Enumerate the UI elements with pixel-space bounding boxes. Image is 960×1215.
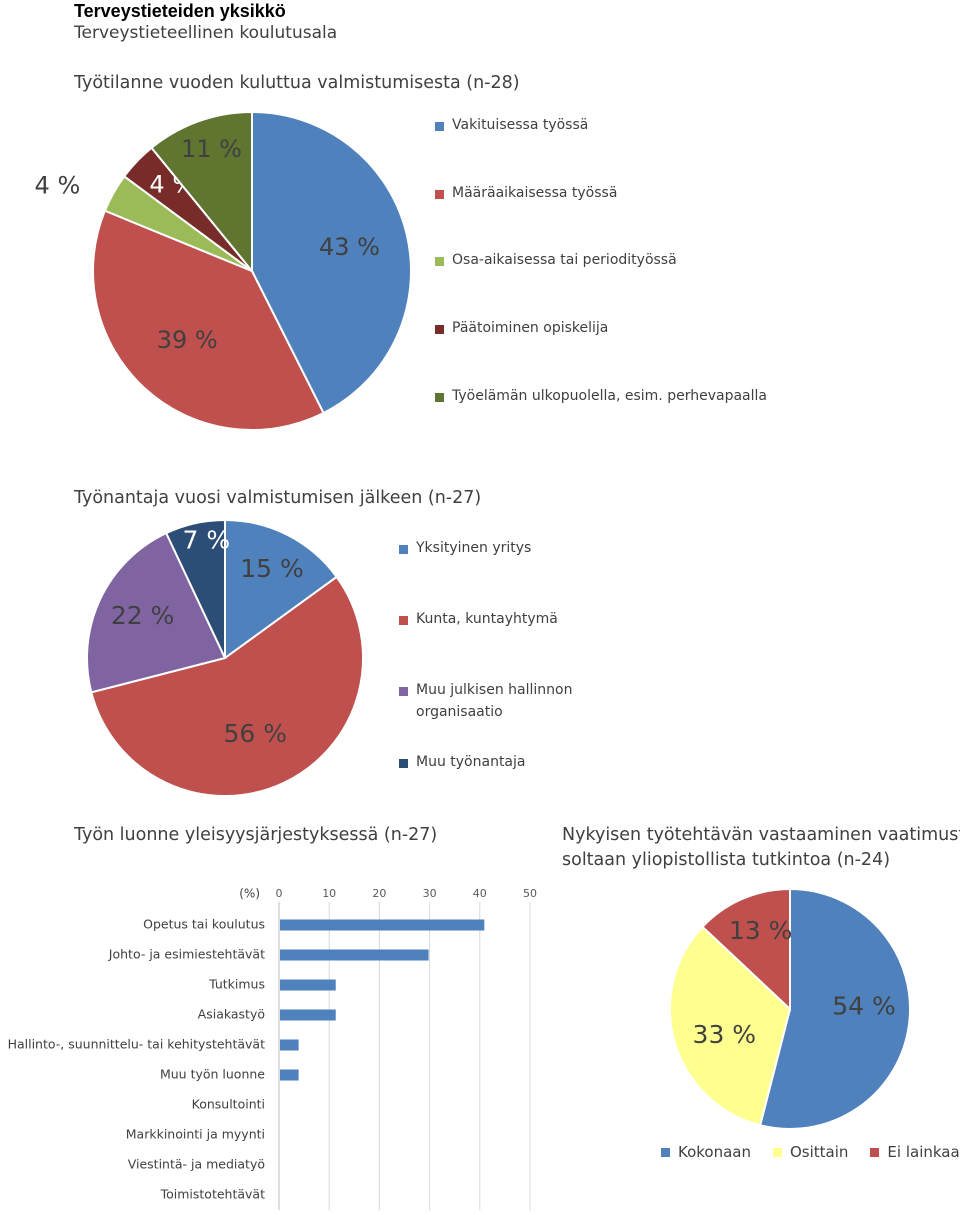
chart4-legend: Kokonaan Osittain Ei lainkaan <box>661 1143 960 1161</box>
x-tick-label: 0 <box>276 887 283 900</box>
page-subtitle: Terveystieteellinen koulutusala <box>74 23 338 43</box>
pie-chart-degree-match: 54 % 33 % 13 % <box>669 887 911 1130</box>
chart4-title-line-2: soltaan yliopistollista tutkintoa (n-24) <box>562 850 891 870</box>
legend-label: Ei lainkaan <box>887 1143 960 1161</box>
bar <box>280 919 485 931</box>
data-label: 4 % <box>35 172 81 200</box>
legend-item: Päätoiminen opiskelija <box>435 320 608 339</box>
legend-label: Kokonaan <box>678 1143 751 1161</box>
x-tick-label: 10 <box>322 887 336 900</box>
legend-item: Osittain <box>773 1143 848 1161</box>
data-label: 39 % <box>157 326 218 354</box>
pie-slice <box>164 518 226 659</box>
data-label: 13 % <box>729 916 793 945</box>
pie-slice <box>669 925 792 1127</box>
legend-swatch <box>435 325 444 334</box>
legend-item: Vakituisessa työssä <box>435 117 588 136</box>
pie-slice <box>251 110 412 415</box>
data-label: 56 % <box>223 719 287 748</box>
legend-item: Kunta, kuntayhtymä <box>399 611 558 630</box>
bar-chart-work-type: 0 10 20 30 40 50 (%) Opetus tai koulutus Johto- … <box>8 887 537 1210</box>
legend-swatch <box>399 759 408 768</box>
legend-item: Osa-aikaisessa tai periodityössä <box>435 252 677 271</box>
x-tick-label: 40 <box>473 887 487 900</box>
bar <box>280 979 336 991</box>
pie-slice <box>90 575 364 797</box>
legend-swatch <box>399 687 408 696</box>
unit-label: (%) <box>239 887 260 901</box>
pie-slice <box>150 110 253 274</box>
legend-item: Muu julkisen hallinnon organisaatio <box>399 682 596 723</box>
pie-slice <box>701 887 791 1012</box>
data-label: 43 % <box>319 233 380 261</box>
legend-swatch <box>773 1147 782 1157</box>
page-title: Terveystieteiden yksikkö <box>74 1 286 21</box>
legend-swatch <box>870 1147 880 1157</box>
y-category-label: Viestintä- ja mediatyö <box>128 1157 265 1172</box>
bar <box>280 1069 299 1081</box>
y-category-label: Opetus tai koulutus <box>143 917 265 932</box>
pie-chart-employer: 15 % 56 % 22 % 7 % <box>86 518 364 797</box>
legend-swatch <box>435 122 444 131</box>
legend-label: Vakituisessa työssä <box>452 117 589 133</box>
legend-item: Muu työnantaja <box>399 754 525 773</box>
y-category-label: Hallinto-, suunnittelu- tai kehitystehtä… <box>8 1037 266 1052</box>
y-category-label: Tutkimus <box>208 977 265 992</box>
legend-label: Työelämän ulkopuolella, esim. perhevapaa… <box>452 388 767 404</box>
legend-item: Ei lainkaan <box>870 1143 960 1161</box>
legend-label: Muu julkisen hallinnon organisaatio <box>416 682 573 720</box>
data-label: 11 % <box>181 135 242 163</box>
bar <box>280 1039 299 1051</box>
legend-item: Yksityinen yritys <box>399 540 531 559</box>
y-category-label: Muu työn luonne <box>160 1067 265 1082</box>
legend-label: Kunta, kuntayhtymä <box>416 611 558 627</box>
legend-swatch <box>435 190 444 199</box>
chart2-title: Työnantaja vuosi valmistumisen jälkeen (… <box>74 488 482 508</box>
y-category-label: Johto- ja esimiestehtävät <box>108 947 265 962</box>
data-label: 22 % <box>111 601 175 630</box>
pie-chart-employment-status: 43 %39 %4 % 4 %11 % <box>35 110 412 431</box>
pie-slice <box>224 518 339 660</box>
pie-slice <box>92 209 325 431</box>
legend-item: Määräaikaisessa työssä <box>435 185 617 204</box>
legend-swatch <box>435 257 444 266</box>
legend-item: Työelämän ulkopuolella, esim. perhevapaa… <box>435 388 767 407</box>
legend-item: Kokonaan <box>661 1143 751 1161</box>
bar <box>280 1009 336 1021</box>
pie-slice <box>86 531 227 694</box>
data-label: 54 % <box>832 992 896 1021</box>
data-label: 15 % <box>240 554 304 583</box>
chart3-title: Työn luonne yleisyysjärjestyksessä (n-27… <box>74 825 438 845</box>
chart1-title: Työtilanne vuoden kuluttua valmistumises… <box>74 73 520 93</box>
y-category-label: Konsultointi <box>192 1097 265 1112</box>
legend-swatch <box>661 1147 670 1157</box>
legend-swatch <box>399 545 408 554</box>
chart4-title-line-1: Nykyisen työtehtävän vastaaminen vaatimu… <box>562 825 960 845</box>
pie-slice <box>758 887 911 1130</box>
legend-label: Osittain <box>790 1143 849 1161</box>
legend-swatch <box>435 393 444 402</box>
legend-label: Muu työnantaja <box>416 754 526 770</box>
legend-swatch <box>399 616 408 625</box>
legend-label: Yksityinen yritys <box>416 540 532 556</box>
data-label: 7 % <box>183 526 231 555</box>
y-category-label: Markkinointi ja myynti <box>126 1127 265 1142</box>
x-tick-label: 50 <box>523 887 537 900</box>
x-tick-label: 30 <box>423 887 437 900</box>
x-tick-label: 20 <box>372 887 386 900</box>
y-category-label: Toimistotehtävät <box>160 1187 265 1202</box>
bar <box>280 949 429 961</box>
data-label: 33 % <box>693 1020 757 1049</box>
legend-label: Osa-aikaisessa tai periodityössä <box>452 252 677 268</box>
legend-label: Määräaikaisessa työssä <box>452 185 618 201</box>
legend-label: Päätoiminen opiskelija <box>452 320 609 336</box>
y-category-label: Asiakastyö <box>198 1007 265 1022</box>
